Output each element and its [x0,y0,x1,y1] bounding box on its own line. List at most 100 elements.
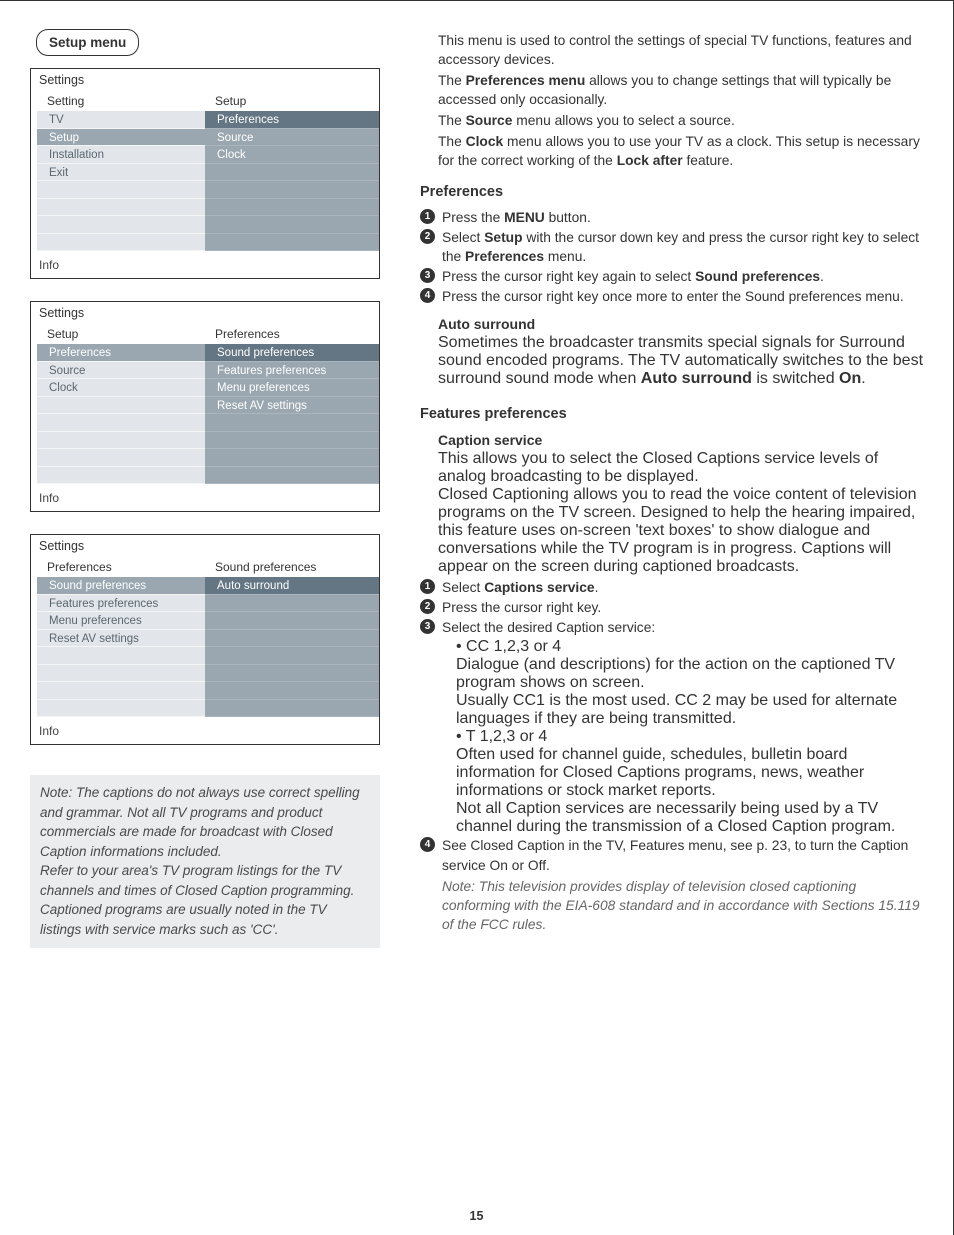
cc-bullet: • CC 1,2,3 or 4 [456,638,923,656]
intro-line: The Source menu allows you to select a s… [438,111,923,130]
menu-right-item[interactable]: Source [205,129,379,147]
menu-right-item [205,612,379,630]
step-text: Press the cursor right key again to sele… [442,269,824,284]
caption-intro-2: Closed Captioning allows you to read the… [438,486,923,576]
t-text-1: Often used for channel guide, schedules,… [456,746,923,800]
cc-text-2: Usually CC1 is the most used. CC 2 may b… [456,692,923,728]
menu-left-item[interactable]: TV [37,111,205,129]
preferences-heading: Preferences [420,184,923,200]
step-text: Press the MENU button. [442,210,591,225]
menu-right-item[interactable]: Menu preferences [205,379,379,397]
settings-menu-box: SettingsPreferencesSound preferencesFeat… [30,534,380,745]
step-marker: 1 [420,209,435,224]
note-text: Note: The captions do not always use cor… [40,785,360,937]
menu-right-item[interactable]: Preferences [205,111,379,129]
caption-service-heading: Caption service [438,432,923,448]
caption-note-block: Note: The captions do not always use cor… [30,775,380,948]
menu-left-item [37,432,205,450]
menu-right-item [205,682,379,700]
cc-text-1: Dialogue (and descriptions) for the acti… [456,656,923,692]
menu-footer: Info [31,251,379,278]
menu-left-item [37,199,205,217]
step-item: 3 Press the cursor right key again to sel… [420,267,923,286]
menu-left-item[interactable]: Setup [37,129,205,147]
menu-right-item [205,595,379,613]
menu-right-col: Sound preferencesAuto surround [205,557,379,717]
menu-right-item [205,449,379,467]
menu-right-item [205,647,379,665]
menu-right-head: Sound preferences [205,557,379,577]
menu-left-item [37,449,205,467]
intro-line: The Preferences menu allows you to chang… [438,71,923,109]
menu-right-item[interactable]: Reset AV settings [205,397,379,415]
menu-right-item[interactable]: Auto surround [205,577,379,595]
menu-right-item[interactable]: Sound preferences [205,344,379,362]
caption-steps: 1 Select Captions service. 2 Press the curs… [420,578,923,637]
menu-right-item [205,432,379,450]
menu-left-item[interactable]: Sound preferences [37,577,205,595]
step-text: Select Setup with the cursor down key an… [442,230,919,264]
step-text: Press the cursor right key. [442,600,601,615]
step-text: Select Captions service. [442,580,598,595]
menu-left-item[interactable]: Menu preferences [37,612,205,630]
menu-left-col: SetupPreferencesSourceClock [31,324,205,484]
menu-right-item [205,665,379,683]
step-marker: 2 [420,599,435,614]
menu-body: SetupPreferencesSourceClockPreferencesSo… [31,324,379,484]
menu-left-col: SettingTVSetupInstallationExit [31,91,205,251]
menu-right-head: Setup [205,91,379,111]
menu-right-item [205,199,379,217]
intro-block: This menu is used to control the setting… [438,31,923,170]
menu-right-item[interactable]: Features preferences [205,362,379,380]
menu-left-item [37,647,205,665]
intro-line: This menu is used to control the setting… [438,31,923,69]
menu-left-col: PreferencesSound preferencesFeatures pre… [31,557,205,717]
menu-left-item[interactable]: Features preferences [37,595,205,613]
menu-right-item [205,216,379,234]
menu-body: PreferencesSound preferencesFeatures pre… [31,557,379,717]
caption-step-4: 4 See Closed Caption in the TV, Features… [420,836,923,933]
menu-left-item [37,414,205,432]
menu-right-head: Preferences [205,324,379,344]
settings-menu-box: SettingsSetupPreferencesSourceClockPrefe… [30,301,380,512]
menu-right-item[interactable]: Clock [205,146,379,164]
settings-menu-box: SettingsSettingTVSetupInstallationExitSe… [30,68,380,279]
t-bullet: • T 1,2,3 or 4 [456,728,923,746]
menu-left-item[interactable]: Source [37,362,205,380]
caption-eia-note: Note: This television provides display o… [442,877,923,934]
caption-step-4-list: 4 See Closed Caption in the TV, Features… [420,836,923,933]
menu-left-item[interactable]: Preferences [37,344,205,362]
menu-title: Settings [31,535,379,557]
step-item: 4Press the cursor right key once more to… [420,287,923,306]
auto-surround-section: Auto surround Sometimes the broadcaster … [438,316,923,388]
step-item: 1 Press the MENU button. [420,208,923,227]
step-marker: 3 [420,268,435,283]
menu-left-item [37,397,205,415]
menu-left-item [37,181,205,199]
auto-surround-text: Sometimes the broadcaster transmits spec… [438,334,923,388]
menu-right-item [205,414,379,432]
menu-left-item[interactable]: Reset AV settings [37,630,205,648]
step-item: 2Select Setup with the cursor down key a… [420,228,923,266]
menu-right-item [205,164,379,182]
t-text-2: Not all Caption services are necessarily… [456,800,923,836]
menu-left-item[interactable]: Installation [37,146,205,164]
step-marker: 3 [420,619,435,634]
step-item: 2 Press the cursor right key. [420,598,923,617]
step-marker: 1 [420,579,435,594]
menu-left-item [37,682,205,700]
features-pref-heading: Features preferences [420,406,923,422]
step-item: 3Select the desired Caption service: [420,618,923,637]
menu-left-item [37,467,205,485]
step-text: Press the cursor right key once more to … [442,289,904,304]
menu-left-item[interactable]: Clock [37,379,205,397]
menu-right-item [205,181,379,199]
step-item: 1 Select Captions service. [420,578,923,597]
caption-intro-1: This allows you to select the Closed Cap… [438,450,923,486]
menu-left-item[interactable]: Exit [37,164,205,182]
menu-right-item [205,234,379,252]
page-number: 15 [470,1209,484,1223]
menu-right-col: PreferencesSound preferencesFeatures pre… [205,324,379,484]
menu-left-item [37,665,205,683]
intro-line: The Clock menu allows you to use your TV… [438,132,923,170]
